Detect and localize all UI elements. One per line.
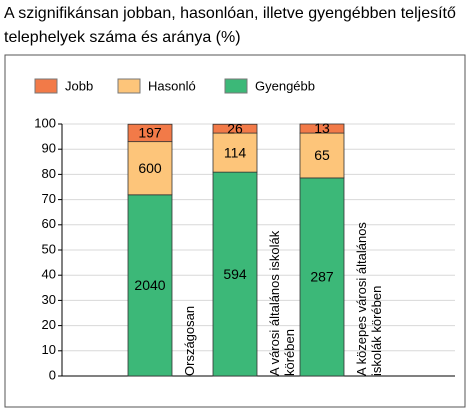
bar-segment [212, 132, 258, 173]
x-tick-label: Országosan [182, 305, 197, 376]
bar-segment [127, 123, 173, 143]
bar-segment [127, 194, 173, 377]
x-tick-label: A közepes városi általános iskolák köréb… [354, 222, 384, 376]
bar-segment [299, 123, 345, 134]
bar-segment [212, 171, 258, 377]
data-label: 13 [314, 120, 330, 136]
data-label: 2040 [134, 277, 165, 293]
legend-label: Jobb [65, 78, 93, 93]
y-tick-label: 60 [42, 216, 56, 231]
bar-segment [212, 123, 258, 134]
y-tick-label: 50 [42, 241, 56, 256]
bar-segment [299, 177, 345, 377]
data-label: 114 [224, 144, 247, 160]
y-tick-label: 70 [42, 191, 56, 206]
data-label: 65 [314, 147, 330, 163]
legend-swatch [224, 78, 248, 94]
legend-label: Hasonló [148, 78, 196, 93]
y-tick-label: 0 [49, 367, 56, 382]
data-label: 594 [223, 266, 247, 282]
y-tick-label: 20 [42, 317, 56, 332]
data-label: 197 [138, 125, 162, 141]
y-tick-label: 30 [42, 292, 56, 307]
legend-swatch [34, 78, 58, 94]
y-tick-label: 10 [42, 342, 56, 357]
y-tick-label: 90 [42, 141, 56, 156]
legend-label: Gyengébb [255, 78, 315, 93]
y-tick-label: 40 [42, 267, 56, 282]
data-label: 600 [138, 160, 162, 176]
data-label: 26 [227, 120, 243, 136]
bar-segment [299, 132, 345, 179]
y-tick-label: 100 [34, 115, 56, 130]
y-tick-label: 80 [42, 166, 56, 181]
data-label: 287 [310, 269, 334, 285]
chart-title: A szignifikánsan jobban, hasonlóan, ille… [4, 5, 456, 46]
x-tick-label: A városi általános iskolák körében [267, 230, 297, 376]
legend-swatch [117, 78, 141, 94]
